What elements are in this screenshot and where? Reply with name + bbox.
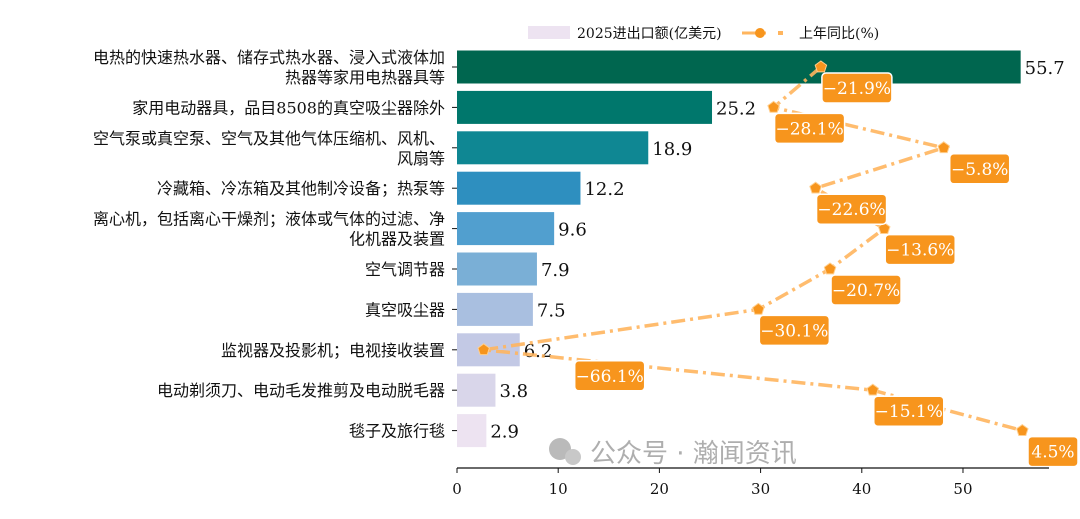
line-marker xyxy=(477,343,490,356)
line-marker xyxy=(866,383,880,396)
bar-value-label: 3.8 xyxy=(499,381,528,402)
category-label: 空气泵或真空泵、空气及其他气体压缩机、风机、 xyxy=(93,129,445,148)
bar xyxy=(457,414,487,448)
bar xyxy=(457,212,555,246)
legend-marker xyxy=(755,28,765,38)
category-label: 电热的快速热水器、储存式热水器、浸入式液体加 xyxy=(93,48,445,67)
legend-label-bar: 2025进出口额(亿美元) xyxy=(577,26,722,42)
category-label: 监视器及投影机；电视接收装置 xyxy=(221,341,445,360)
category-label: 真空吸尘器 xyxy=(365,300,445,319)
legend: 2025进出口额(亿美元) 上年同比(%) xyxy=(528,26,879,42)
x-tick-label: 30 xyxy=(751,480,770,498)
wechat-icon-bubble xyxy=(565,449,581,465)
bar-value-label: 18.9 xyxy=(652,139,692,160)
bar-value-label: 55.7 xyxy=(1025,58,1065,79)
x-tick-label: 20 xyxy=(650,480,669,498)
line-marker xyxy=(752,302,765,315)
category-label: 空气调节器 xyxy=(365,260,445,279)
legend-label-line: 上年同比(%) xyxy=(799,26,879,42)
bar xyxy=(457,50,1021,84)
yoy-line xyxy=(483,65,1023,433)
x-tick-label: 40 xyxy=(852,480,871,498)
bar-value-label: 7.5 xyxy=(537,300,566,321)
category-label: 风扇等 xyxy=(397,149,445,168)
yoy-label: −28.1% xyxy=(775,119,843,139)
watermark: 公众号 · 瀚闻资讯 xyxy=(549,438,797,469)
category-label: 毯子及旅行毯 xyxy=(349,422,445,441)
yoy-label: −13.6% xyxy=(886,241,954,261)
bar-value-label: 12.2 xyxy=(584,179,624,200)
category-label: 家用电动器具，品目8508的真空吸尘器除外 xyxy=(132,98,445,117)
bar-value-label: 2.9 xyxy=(490,422,519,443)
yoy-label-box xyxy=(948,153,1011,185)
category-label: 冷藏箱、冷冻箱及其他制冷设备；热泵等 xyxy=(157,179,445,198)
yoy-label: −66.1% xyxy=(576,367,644,387)
bar xyxy=(457,90,713,124)
yoy-label: −15.1% xyxy=(875,402,943,422)
yoy-label-box xyxy=(830,274,902,306)
x-tick-label: 50 xyxy=(953,480,972,498)
line-marker xyxy=(1016,423,1029,436)
category-label: 电动剃须刀、电动毛发推剪及电动脱毛器 xyxy=(157,381,445,400)
yoy-label: −30.1% xyxy=(760,321,828,341)
yoy-label-box xyxy=(873,395,945,427)
watermark-text: 公众号 · 瀚闻资讯 xyxy=(590,439,797,469)
bar xyxy=(457,292,533,326)
yoy-label: 4.5% xyxy=(1031,443,1074,463)
bar xyxy=(457,131,649,165)
yoy-label-box xyxy=(758,314,831,347)
yoy-label: −21.9% xyxy=(823,79,891,99)
x-tick-label: 0 xyxy=(452,480,462,498)
legend-swatch-bar xyxy=(528,26,570,39)
yoy-label-box xyxy=(1027,435,1079,468)
bar-value-label: 25.2 xyxy=(716,98,756,119)
yoy-label: −5.8% xyxy=(951,160,1008,180)
yoy-label-box xyxy=(821,72,893,104)
bar xyxy=(457,252,537,286)
line-marker xyxy=(767,100,780,113)
yoy-label: −20.7% xyxy=(832,281,900,301)
yoy-label: −22.6% xyxy=(817,200,885,220)
line-marker xyxy=(809,181,822,194)
line-marker xyxy=(814,60,828,73)
bar-value-label: 6.2 xyxy=(524,341,553,362)
bar-value-label: 9.6 xyxy=(558,220,587,241)
bar xyxy=(457,171,581,205)
legend-dash xyxy=(778,31,783,35)
category-label: 离心机，包括离心干燥剂；液体或气体的过滤、净 xyxy=(93,210,445,229)
bar-value-label: 7.9 xyxy=(541,260,570,281)
category-label: 化机器及装置 xyxy=(349,230,445,249)
yoy-label-box xyxy=(815,193,888,225)
x-tick-label: 10 xyxy=(549,480,568,498)
line-marker xyxy=(877,221,891,234)
category-label: 热器等家用电热器具等 xyxy=(285,68,445,87)
bar xyxy=(457,373,496,407)
line-marker xyxy=(937,141,951,154)
yoy-label-box xyxy=(573,360,646,392)
line-marker xyxy=(823,262,837,275)
yoy-label-box xyxy=(773,112,846,145)
yoy-label-box xyxy=(884,233,956,266)
